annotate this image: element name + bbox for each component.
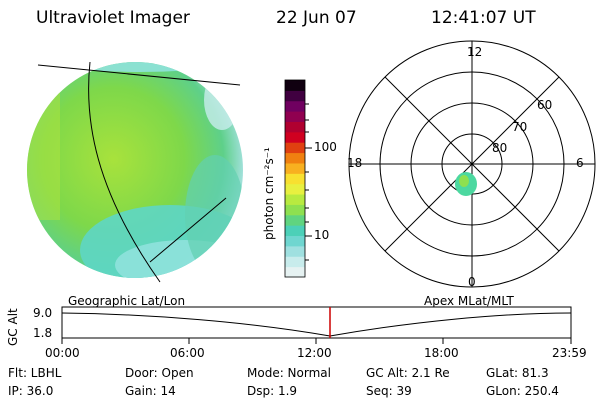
colorbar-band	[285, 256, 305, 268]
altitude-timeline	[61, 306, 572, 344]
date-label: 22 Jun 07	[276, 8, 357, 28]
colorbar-label-10: 10	[314, 228, 330, 242]
polar-label-80: 80	[492, 141, 508, 155]
timeline-y-label: GC Alt	[6, 308, 20, 346]
time-tick-0000: 00:00	[45, 346, 80, 360]
polar-plot	[348, 40, 596, 288]
polar-label-60: 60	[537, 98, 553, 112]
geographic-caption: Geographic Lat/Lon	[68, 294, 186, 308]
time-label: 12:41:07 UT	[431, 8, 536, 28]
colorbar-band	[285, 90, 305, 102]
colorbar-band	[285, 194, 305, 205]
polar-label-0: 0	[468, 275, 476, 289]
time-tick-1200: 12:00	[297, 346, 332, 360]
colorbar-unit-label: photon cm⁻²s⁻¹	[262, 147, 276, 240]
apex-caption: Apex MLat/MLT	[424, 294, 514, 308]
earth-disk-image	[27, 61, 243, 283]
polar-label-18: 18	[347, 156, 363, 170]
info-gain: Gain: 14	[125, 384, 176, 398]
info-flt: Flt: LBHL	[8, 366, 62, 380]
colorbar-band	[285, 183, 305, 195]
timeline-y-top: 9.0	[33, 306, 53, 320]
instrument-title: Ultraviolet Imager	[36, 8, 190, 28]
info-glat: GLat: 81.3	[486, 366, 549, 380]
colorbar-band	[285, 111, 305, 122]
info-door: Door: Open	[125, 366, 194, 380]
colorbar-band	[285, 121, 305, 133]
colorbar-band	[285, 204, 305, 216]
polar-label-70: 70	[512, 120, 528, 134]
info-gcalt: GC Alt: 2.1 Re	[366, 366, 450, 380]
info-glon: GLon: 250.4	[486, 384, 559, 398]
colorbar-band	[285, 235, 305, 247]
auroral-oval-core	[459, 175, 469, 187]
colorbar-band	[285, 100, 305, 112]
colorbar-band	[285, 266, 305, 278]
colorbar-band	[285, 173, 305, 185]
time-tick-0600: 06:00	[170, 346, 205, 360]
colorbar-band	[285, 245, 305, 257]
colorbar-band	[285, 131, 305, 143]
polar-label-12: 12	[467, 45, 483, 59]
time-tick-2359: 23:59	[552, 346, 587, 360]
polar-label-6: 6	[576, 156, 584, 170]
colorbar	[285, 80, 305, 278]
colorbar-frame	[284, 79, 306, 278]
colorbar-band	[285, 152, 305, 164]
colorbar-band	[285, 225, 305, 237]
colorbar-band	[285, 142, 305, 154]
info-ip: IP: 36.0	[8, 384, 54, 398]
colorbar-band	[285, 214, 305, 226]
info-mode: Mode: Normal	[247, 366, 331, 380]
info-dsp: Dsp: 1.9	[247, 384, 298, 398]
info-seq: Seq: 39	[366, 384, 412, 398]
colorbar-label-100: 100	[314, 140, 337, 154]
colorbar-band	[285, 162, 305, 174]
timeline-y-bottom: 1.8	[33, 326, 53, 340]
colorbar-band	[285, 80, 305, 91]
time-tick-1800: 18:00	[424, 346, 459, 360]
